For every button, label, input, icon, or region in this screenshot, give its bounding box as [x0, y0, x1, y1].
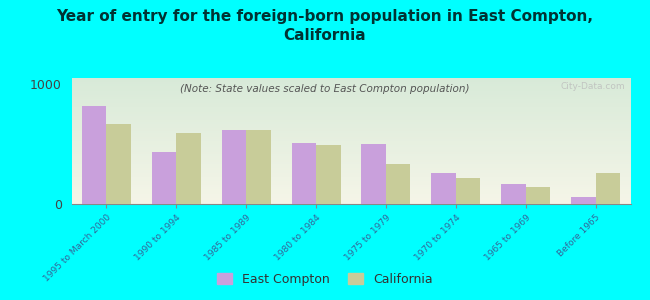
Bar — [72, 162, 630, 164]
Bar — [72, 156, 630, 158]
Bar — [72, 166, 630, 168]
Bar — [72, 86, 630, 88]
Bar — [72, 164, 630, 166]
Bar — [432, 173, 456, 204]
Bar — [72, 191, 630, 194]
Bar — [72, 126, 630, 128]
Bar — [72, 97, 630, 99]
Bar — [72, 181, 630, 183]
Bar — [72, 124, 630, 126]
Bar — [72, 185, 630, 187]
Legend: East Compton, California: East Compton, California — [212, 268, 438, 291]
Bar — [72, 88, 630, 91]
Bar — [72, 187, 630, 189]
Bar — [72, 145, 630, 147]
Bar — [386, 164, 410, 204]
Bar — [571, 197, 595, 204]
Bar — [72, 116, 630, 118]
Bar — [361, 144, 386, 204]
Bar — [72, 141, 630, 143]
Bar — [526, 187, 550, 204]
Bar — [72, 196, 630, 198]
Bar — [72, 160, 630, 162]
Bar — [72, 200, 630, 202]
Bar — [456, 178, 480, 204]
Text: (Note: State values scaled to East Compton population): (Note: State values scaled to East Compt… — [180, 84, 470, 94]
Bar — [222, 130, 246, 204]
Bar — [72, 170, 630, 172]
Bar — [72, 194, 630, 196]
Bar — [501, 184, 526, 204]
Bar — [72, 154, 630, 156]
Bar — [72, 143, 630, 145]
Bar — [72, 177, 630, 179]
Text: City-Data.com: City-Data.com — [560, 82, 625, 91]
Bar — [72, 110, 630, 112]
Bar — [72, 91, 630, 93]
Bar — [72, 101, 630, 103]
Bar — [72, 202, 630, 204]
Bar — [72, 114, 630, 116]
Bar — [72, 80, 630, 82]
Bar — [72, 172, 630, 175]
Bar — [72, 82, 630, 84]
Bar — [82, 106, 107, 204]
Bar — [72, 84, 630, 86]
Bar — [72, 118, 630, 120]
Bar — [595, 173, 620, 204]
Bar — [246, 130, 270, 204]
Bar — [72, 103, 630, 105]
Bar — [72, 149, 630, 152]
Bar — [292, 143, 316, 204]
Bar — [72, 133, 630, 135]
Bar — [72, 137, 630, 139]
Bar — [72, 179, 630, 181]
Bar — [72, 152, 630, 154]
Bar — [72, 93, 630, 95]
Bar — [72, 95, 630, 97]
Bar — [72, 99, 630, 101]
Bar — [72, 107, 630, 110]
Bar — [72, 128, 630, 130]
Bar — [72, 139, 630, 141]
Bar — [72, 158, 630, 160]
Bar — [72, 198, 630, 200]
Bar — [316, 145, 341, 204]
Bar — [72, 175, 630, 177]
Bar — [72, 135, 630, 137]
Bar — [72, 112, 630, 114]
Bar — [152, 152, 176, 204]
Bar — [72, 168, 630, 170]
Bar — [176, 133, 201, 204]
Bar — [72, 120, 630, 122]
Bar — [72, 105, 630, 107]
Bar — [72, 122, 630, 124]
Bar — [72, 189, 630, 191]
Bar — [72, 147, 630, 149]
Bar — [72, 130, 630, 133]
Bar — [107, 124, 131, 204]
Bar — [72, 183, 630, 185]
Text: Year of entry for the foreign-born population in East Compton,
California: Year of entry for the foreign-born popul… — [57, 9, 593, 43]
Bar — [72, 78, 630, 80]
